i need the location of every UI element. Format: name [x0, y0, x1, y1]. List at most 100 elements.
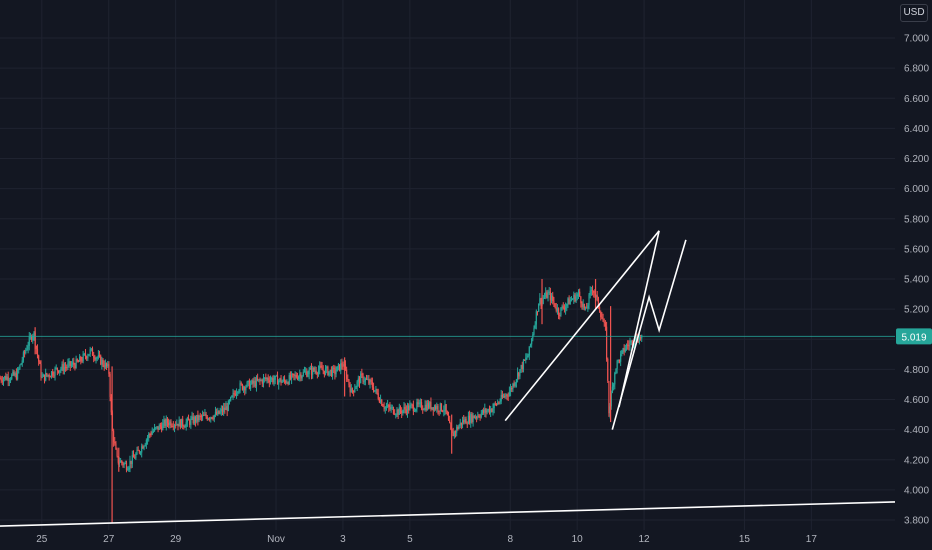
drawings[interactable] — [0, 230, 896, 527]
candle-body — [504, 396, 506, 398]
candle-body — [521, 365, 523, 370]
candle-body — [290, 373, 293, 379]
rising-channel-line[interactable] — [504, 230, 660, 422]
candle-body — [319, 365, 321, 370]
candle-body — [445, 404, 447, 412]
candle-body — [75, 359, 77, 369]
candle-body — [539, 298, 541, 304]
candle-body — [313, 367, 315, 371]
candle-body — [618, 359, 621, 362]
y-tick-label: 4.000 — [904, 485, 929, 496]
candle-body — [23, 352, 26, 354]
candle-body — [225, 406, 227, 410]
candle-body — [177, 423, 179, 427]
currency-badge[interactable]: USD — [900, 4, 928, 22]
candle-body — [361, 373, 363, 375]
candle-body — [278, 380, 280, 385]
candle-body — [87, 355, 89, 359]
candle-body — [620, 353, 622, 362]
candle-body — [561, 306, 563, 308]
candle-body — [201, 414, 204, 417]
candle-body — [470, 414, 472, 423]
candle-body — [355, 386, 357, 390]
candle-body — [481, 409, 484, 414]
candle-body — [490, 408, 492, 413]
candle-body — [349, 385, 351, 393]
candle-body — [196, 414, 198, 422]
candle-body — [334, 368, 336, 375]
candle-body — [584, 307, 587, 309]
x-tick-label: 8 — [507, 534, 513, 545]
candle-body — [84, 353, 87, 357]
candle-body — [296, 377, 299, 380]
candle-body — [483, 409, 485, 413]
candle-body — [461, 420, 464, 425]
candle-body — [175, 425, 177, 427]
candle-body — [594, 292, 596, 296]
candle-body — [308, 369, 310, 375]
candle-body — [436, 405, 438, 410]
candle-body — [390, 407, 392, 410]
price-axis-bg — [895, 0, 932, 550]
candle-body — [7, 376, 9, 382]
candle-body — [625, 344, 628, 349]
candle-body — [630, 340, 632, 343]
candle-body — [293, 373, 295, 376]
candle-body — [362, 374, 364, 382]
candle-body — [118, 462, 121, 464]
candle-body — [143, 446, 145, 449]
candle-body — [550, 295, 553, 301]
candle-body — [604, 322, 607, 327]
candle-body — [47, 374, 49, 376]
candle-body — [398, 407, 400, 415]
candle-body — [410, 404, 412, 406]
candle-body — [588, 294, 590, 306]
candle-body — [624, 348, 626, 352]
projection-path-inner[interactable] — [618, 230, 660, 408]
candle-body — [122, 462, 124, 465]
x-tick-label: 3 — [340, 534, 346, 545]
candle-body — [41, 376, 43, 378]
candle-body — [534, 324, 536, 328]
support-trendline[interactable] — [0, 501, 896, 527]
candle-body — [608, 381, 610, 414]
candle-body — [248, 380, 251, 389]
candle-body — [197, 414, 199, 421]
candle-body — [538, 303, 540, 312]
candle-body — [43, 374, 46, 381]
candle-body — [568, 298, 570, 305]
candle-body — [164, 419, 166, 426]
candle-body — [586, 307, 588, 309]
candle-body — [392, 407, 395, 414]
candle-body — [312, 367, 314, 375]
candle-body — [500, 394, 502, 402]
candle-body — [171, 426, 173, 428]
candle-body — [484, 408, 486, 413]
candle-body — [546, 292, 548, 299]
candle-body — [420, 402, 423, 409]
projection-path-outer[interactable] — [611, 239, 687, 430]
candle-body — [634, 343, 636, 346]
candle-body — [450, 423, 452, 430]
candle-body — [150, 434, 152, 436]
candle-body — [328, 371, 330, 376]
candle-body — [239, 383, 241, 391]
candle-body — [155, 427, 157, 429]
candle-body — [180, 418, 183, 428]
price-axis[interactable]: 7.000 6.800 6.600 6.400 6.200 6.000 5.800 5.600… — [895, 0, 932, 550]
y-tick-label: 4.200 — [904, 455, 929, 466]
candle-body — [125, 463, 128, 470]
candle-body — [570, 299, 573, 301]
candle-body — [424, 404, 426, 410]
candle-body — [396, 409, 398, 415]
candle-body — [168, 422, 170, 426]
candle-body — [89, 349, 91, 355]
candle-body — [453, 431, 455, 437]
candle-body — [274, 375, 276, 380]
candle-body — [218, 410, 220, 414]
time-axis[interactable]: 25 27 29 Nov 3 5 8 10 12 15 17 — [0, 530, 932, 550]
candle-body — [54, 368, 56, 376]
candle-body — [363, 381, 365, 383]
candle-body — [452, 432, 454, 437]
